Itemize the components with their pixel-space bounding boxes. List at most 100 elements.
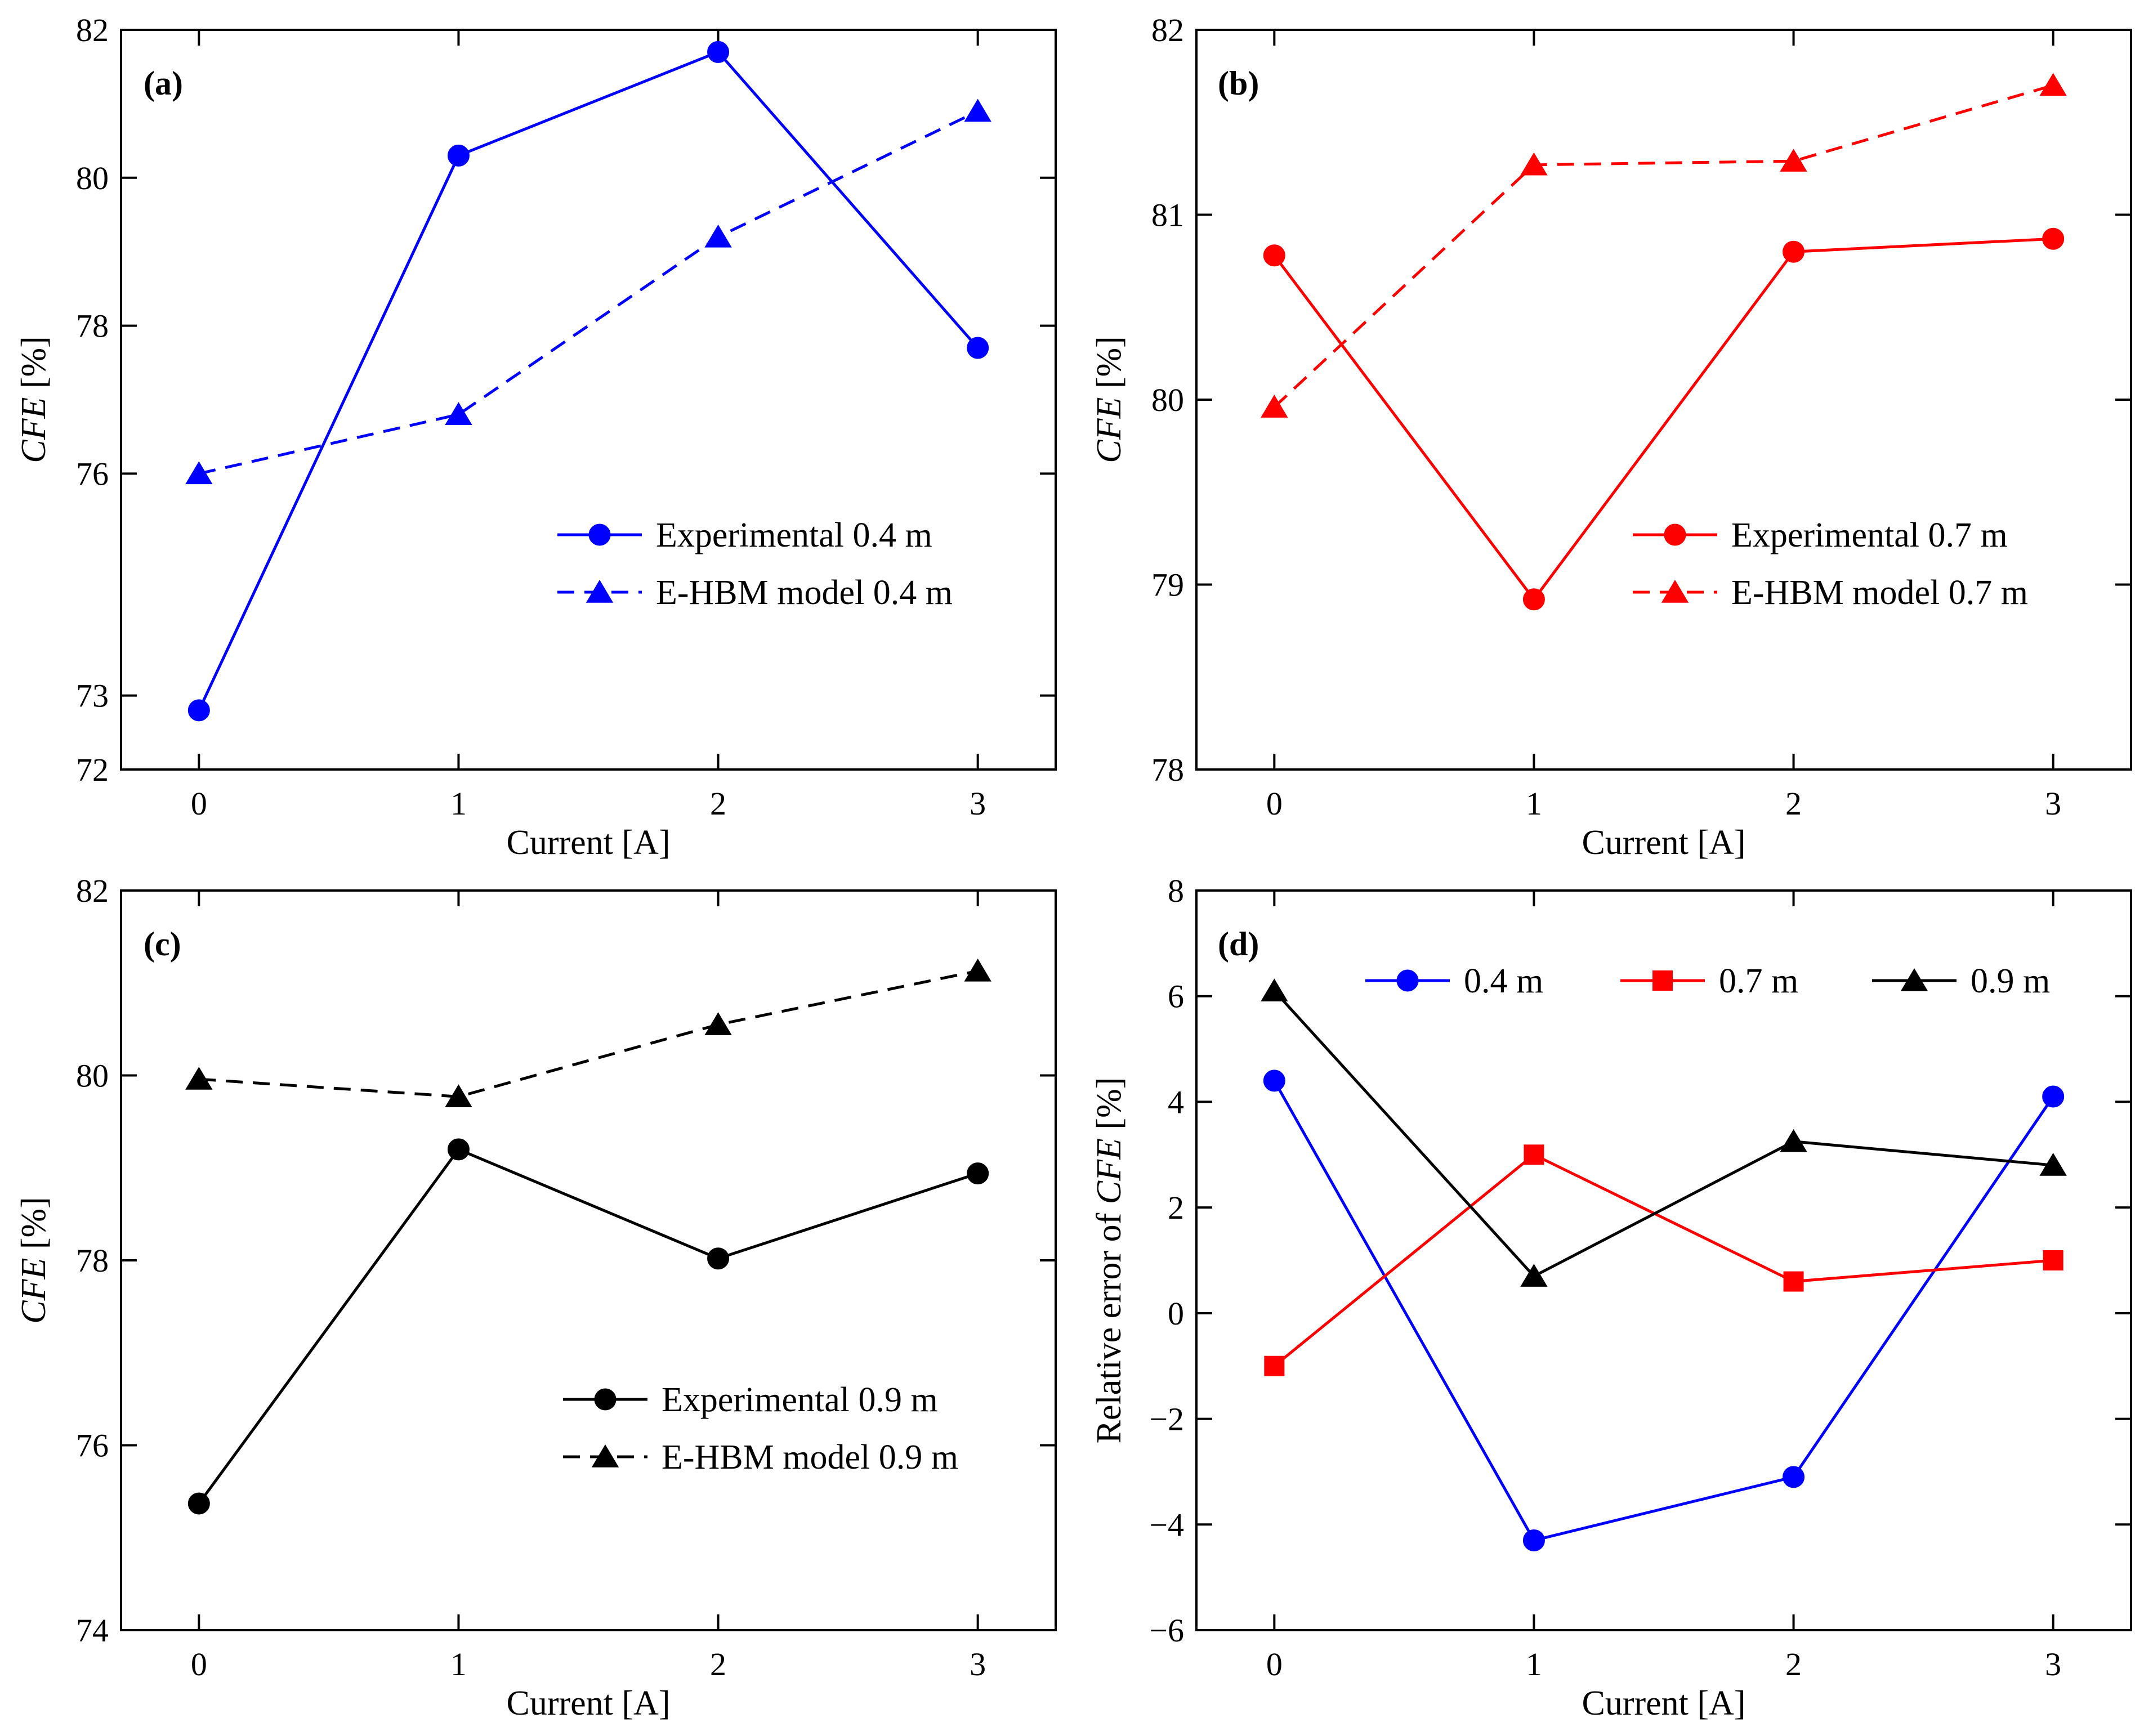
panel-tag: (c) bbox=[144, 925, 181, 963]
data-point bbox=[1261, 395, 1288, 418]
data-point bbox=[967, 337, 989, 359]
legend-label: Experimental 0.9 m bbox=[662, 1381, 938, 1419]
data-point bbox=[704, 224, 732, 248]
x-tick-label: 1 bbox=[450, 785, 467, 822]
series-0-9-m bbox=[1261, 978, 2067, 1287]
x-tick-label: 3 bbox=[970, 1646, 986, 1683]
x-axis-label: Current [A] bbox=[1582, 1684, 1746, 1722]
x-axis-label: Current [A] bbox=[507, 824, 671, 862]
legend-marker bbox=[1661, 580, 1689, 603]
y-tick-label: −2 bbox=[1149, 1401, 1184, 1438]
data-point bbox=[1783, 1466, 1805, 1488]
y-tick-label: 78 bbox=[76, 1242, 109, 1279]
legend-label: E-HBM model 0.7 m bbox=[1731, 574, 2028, 612]
data-point bbox=[967, 1162, 989, 1185]
data-point bbox=[1780, 1129, 1807, 1152]
data-point bbox=[187, 699, 210, 722]
legend-marker bbox=[591, 1444, 619, 1467]
x-tick-label: 2 bbox=[1785, 785, 1802, 822]
plot-frame bbox=[120, 889, 1057, 1631]
data-point bbox=[2042, 1085, 2065, 1108]
data-point bbox=[2039, 73, 2067, 96]
legend-marker bbox=[586, 580, 614, 603]
y-tick-label: 79 bbox=[1151, 567, 1184, 603]
y-tick-label: 82 bbox=[76, 873, 109, 909]
legend-item: Experimental 0.9 m bbox=[563, 1381, 938, 1419]
legend-label: E-HBM model 0.9 m bbox=[662, 1438, 958, 1477]
series-line bbox=[198, 110, 979, 475]
x-tick-label: 0 bbox=[191, 785, 207, 822]
y-axis-label-variable: CFE bbox=[1090, 397, 1128, 463]
y-tick-label: 0 bbox=[1168, 1295, 1184, 1332]
data-point bbox=[1520, 152, 1548, 176]
series-line bbox=[1273, 1153, 2053, 1367]
data-point bbox=[2039, 1153, 2067, 1176]
data-point bbox=[447, 1138, 470, 1161]
series-line bbox=[198, 50, 979, 711]
data-point bbox=[964, 99, 991, 122]
y-tick-label: 82 bbox=[76, 12, 109, 48]
data-point bbox=[707, 1247, 730, 1270]
x-axis-label: Current [A] bbox=[1582, 824, 1746, 862]
series-0-7-m bbox=[1264, 1144, 2063, 1376]
x-tick-label: 3 bbox=[2045, 785, 2061, 822]
y-axis-label: CFE [%] bbox=[15, 1197, 53, 1324]
data-point bbox=[704, 1012, 732, 1035]
panel-b: 78 79 80 81 82 0 1 2 3 Current [A] CFE [%] (b) Exper… bbox=[1090, 12, 2132, 862]
legend-marker bbox=[1396, 969, 1419, 992]
data-point bbox=[185, 461, 213, 485]
data-point bbox=[1522, 1529, 1545, 1551]
series-line bbox=[199, 969, 979, 1098]
y-axis-label-unit: [%] bbox=[1090, 1077, 1128, 1138]
legend-label: 0.4 m bbox=[1464, 962, 1543, 1000]
y-tick-label: 73 bbox=[76, 678, 109, 714]
legend-label: Experimental 0.7 m bbox=[1731, 516, 2008, 554]
y-tick-label: 78 bbox=[1151, 751, 1184, 788]
series-experimental-0-7-m bbox=[1263, 227, 2065, 611]
y-axis-label-variable: CFE bbox=[15, 397, 53, 463]
y-tick-label: 4 bbox=[1168, 1084, 1184, 1120]
panel-tag: (a) bbox=[144, 65, 183, 102]
legend-label: E-HBM model 0.4 m bbox=[656, 574, 953, 612]
series-line bbox=[1273, 84, 2054, 408]
series-experimental-0-4-m bbox=[187, 41, 989, 722]
x-tick-label: 1 bbox=[1526, 785, 1542, 822]
y-tick-label: 2 bbox=[1168, 1189, 1184, 1226]
series-line bbox=[1273, 990, 2053, 1278]
series-line bbox=[198, 1147, 979, 1505]
legend-marker bbox=[1664, 524, 1686, 546]
legend-item: Experimental 0.4 m bbox=[557, 516, 932, 554]
data-point bbox=[707, 41, 730, 63]
y-axis-label-variable: CFE bbox=[15, 1258, 53, 1324]
data-point bbox=[1522, 588, 1545, 611]
x-tick-label: 1 bbox=[1526, 1646, 1542, 1683]
x-tick-label: 0 bbox=[1266, 785, 1283, 822]
y-axis-label-unit: [%] bbox=[1090, 336, 1128, 397]
y-axis-label-unit: [%] bbox=[15, 1197, 53, 1258]
legend-item: 0.4 m bbox=[1365, 962, 1543, 1000]
x-tick-label: 0 bbox=[191, 1646, 207, 1683]
y-tick-label: −4 bbox=[1149, 1506, 1184, 1543]
series-e-hbm-model-0-4-m bbox=[185, 99, 991, 485]
panel-c: 74 76 78 80 82 0 1 2 3 Current [A] CFE [%] (c) Exper… bbox=[15, 873, 1057, 1722]
panel-tag: (b) bbox=[1218, 65, 1259, 102]
y-tick-label: 80 bbox=[76, 160, 109, 196]
legend: 0.4 m 0.7 m 0.9 m bbox=[1365, 962, 2050, 1000]
legend-item: 0.9 m bbox=[1872, 962, 2050, 1000]
legend-item: 0.7 m bbox=[1620, 962, 1798, 1000]
data-point bbox=[1520, 1264, 1548, 1287]
series-line bbox=[1273, 1080, 2054, 1542]
y-tick-label: 8 bbox=[1168, 873, 1184, 909]
data-point bbox=[185, 1067, 213, 1090]
plot-frame bbox=[1195, 29, 2132, 771]
y-tick-label: 72 bbox=[76, 751, 109, 788]
panel-tag: (d) bbox=[1218, 925, 1259, 963]
x-axis-label: Current [A] bbox=[507, 1684, 671, 1722]
y-tick-label: 6 bbox=[1168, 978, 1184, 1015]
y-tick-label: 78 bbox=[76, 308, 109, 344]
legend-label: 0.7 m bbox=[1719, 962, 1798, 1000]
series-line bbox=[1273, 237, 2053, 602]
data-point bbox=[445, 402, 472, 425]
legend-marker bbox=[1652, 970, 1673, 991]
data-point bbox=[187, 1492, 210, 1515]
